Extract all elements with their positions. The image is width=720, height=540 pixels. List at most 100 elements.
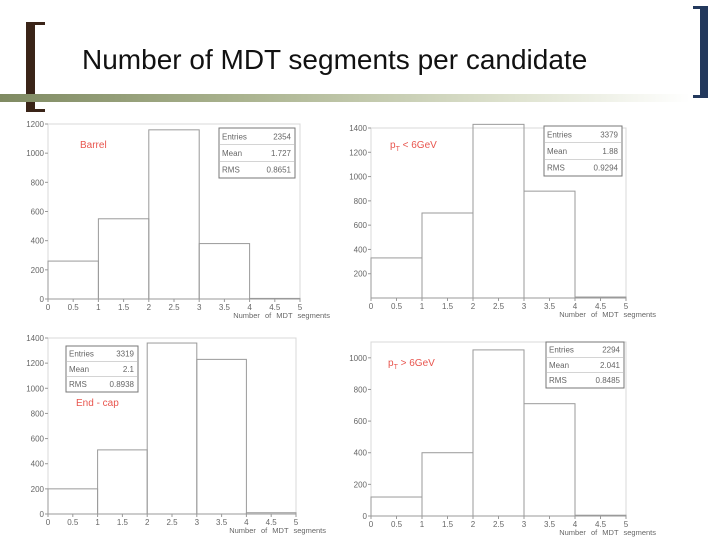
y-tick-label: 200 bbox=[31, 485, 45, 494]
y-tick-label: 1200 bbox=[349, 148, 367, 157]
x-tick-label: 1 bbox=[420, 302, 425, 311]
x-tick-label: 4 bbox=[244, 518, 249, 527]
x-tick-label: 4 bbox=[573, 302, 578, 311]
label-p: p bbox=[388, 358, 394, 369]
x-tick-label: 2.5 bbox=[493, 520, 505, 529]
stats-name: Entries bbox=[69, 349, 94, 358]
x-axis-label: Number of MDT segments bbox=[559, 528, 656, 537]
x-axis-label: Number of MDT segments bbox=[559, 310, 656, 319]
x-tick-label: 2 bbox=[471, 520, 476, 529]
x-tick-label: 0 bbox=[369, 302, 374, 311]
y-tick-label: 1000 bbox=[26, 149, 44, 158]
histogram-endcap: 0 200 400 600 800 1000 1200 1400 0 0.5 1 1.5 2 2.5 3 3.… bbox=[26, 334, 326, 535]
histogram-pt-high: 0 200 400 600 800 1000 0 0.5 1 1.5 2 2.5 3 3.5 4 4.5 5Nu… bbox=[349, 341, 656, 537]
x-tick-label: 2 bbox=[147, 303, 152, 312]
title-bracket-right bbox=[693, 6, 708, 98]
histogram-label: pT < 6GeV bbox=[390, 140, 437, 153]
title-underline-bar bbox=[0, 94, 690, 102]
stats-name: Mean bbox=[222, 149, 242, 158]
y-tick-label: 1400 bbox=[349, 124, 367, 133]
histogram-label: Barrel bbox=[80, 140, 107, 151]
histogram-bin bbox=[574, 296, 627, 299]
y-tick-label: 600 bbox=[31, 435, 45, 444]
y-tick-label: 1000 bbox=[26, 384, 44, 393]
x-tick-label: 0 bbox=[369, 520, 374, 529]
stats-name: Entries bbox=[547, 130, 572, 139]
x-tick-label: 4.5 bbox=[266, 518, 278, 527]
y-tick-label: 600 bbox=[354, 221, 368, 230]
stats-value: 2.041 bbox=[600, 361, 621, 370]
x-tick-label: 4.5 bbox=[269, 303, 281, 312]
x-tick-label: 3 bbox=[522, 520, 527, 529]
y-tick-label: 600 bbox=[31, 208, 45, 217]
x-tick-label: 3 bbox=[522, 302, 527, 311]
histogram-label: pT > 6GeV bbox=[388, 358, 435, 371]
y-tick-label: 1000 bbox=[349, 173, 367, 182]
x-tick-label: 2.5 bbox=[166, 518, 178, 527]
stats-name: Mean bbox=[69, 365, 89, 374]
x-tick-label: 0.5 bbox=[391, 520, 403, 529]
x-tick-label: 1.5 bbox=[442, 520, 454, 529]
x-tick-label: 4.5 bbox=[595, 302, 607, 311]
histogram-label: End - cap bbox=[76, 398, 119, 409]
stats-name: Mean bbox=[549, 361, 569, 370]
y-tick-label: 400 bbox=[31, 237, 45, 246]
stats-value: 1.727 bbox=[271, 149, 292, 158]
label-subscript: T bbox=[394, 364, 399, 371]
x-tick-label: 2.5 bbox=[168, 303, 180, 312]
stats-value: 0.8485 bbox=[596, 376, 621, 385]
x-tick-label: 3 bbox=[195, 518, 200, 527]
stats-value: 0.9294 bbox=[594, 164, 619, 173]
stats-name: RMS bbox=[549, 376, 567, 385]
histogram-bin bbox=[574, 514, 627, 517]
y-tick-label: 400 bbox=[354, 245, 368, 254]
x-tick-label: 4 bbox=[573, 520, 578, 529]
stats-value: 0.8651 bbox=[267, 166, 292, 175]
y-tick-label: 200 bbox=[31, 266, 45, 275]
x-tick-label: 0.5 bbox=[391, 302, 403, 311]
y-tick-label: 1200 bbox=[26, 359, 44, 368]
x-axis-label: Number of MDT segments bbox=[229, 526, 326, 535]
y-tick-label: 800 bbox=[31, 409, 45, 418]
x-tick-label: 1.5 bbox=[442, 302, 454, 311]
label-condition: > 6GeV bbox=[398, 358, 435, 369]
y-tick-label: 400 bbox=[354, 449, 368, 458]
x-tick-label: 5 bbox=[298, 303, 303, 312]
stats-box bbox=[543, 125, 623, 177]
x-tick-label: 3.5 bbox=[544, 520, 556, 529]
label-p: p bbox=[390, 140, 396, 151]
y-tick-label: 800 bbox=[354, 385, 368, 394]
stats-value: 0.8938 bbox=[110, 380, 135, 389]
x-tick-label: 1.5 bbox=[117, 518, 129, 527]
x-tick-label: 1 bbox=[95, 518, 100, 527]
x-tick-label: 1.5 bbox=[118, 303, 130, 312]
x-tick-label: 3.5 bbox=[219, 303, 231, 312]
x-tick-label: 4 bbox=[247, 303, 252, 312]
y-tick-label: 1000 bbox=[349, 354, 367, 363]
y-tick-label: 200 bbox=[354, 480, 368, 489]
histogram-pt-low: 200 400 600 800 1000 1200 1400 0 0.5 1 1.5 2 2.5 3 3.5… bbox=[349, 123, 656, 319]
stats-name: RMS bbox=[222, 166, 240, 175]
y-tick-label: 600 bbox=[354, 417, 368, 426]
stats-box bbox=[218, 127, 296, 179]
x-tick-label: 3.5 bbox=[216, 518, 228, 527]
stats-value: 2.1 bbox=[123, 365, 135, 374]
stats-name: Mean bbox=[547, 147, 567, 156]
x-tick-label: 5 bbox=[624, 302, 629, 311]
x-tick-label: 1 bbox=[96, 303, 101, 312]
slide-title: Number of MDT segments per candidate bbox=[82, 44, 588, 75]
stats-name: Entries bbox=[549, 345, 574, 354]
x-tick-label: 0 bbox=[46, 518, 51, 527]
y-tick-label: 800 bbox=[31, 178, 45, 187]
y-tick-label: 200 bbox=[354, 270, 368, 279]
x-tick-label: 2.5 bbox=[493, 302, 505, 311]
stats-name: Entries bbox=[222, 132, 247, 141]
y-tick-label: 1400 bbox=[26, 334, 44, 343]
x-tick-label: 2 bbox=[471, 302, 476, 311]
y-tick-label: 0 bbox=[40, 295, 45, 304]
x-tick-label: 3 bbox=[197, 303, 202, 312]
x-axis-label: Number of MDT segments bbox=[233, 311, 330, 320]
histogram-bin bbox=[249, 297, 301, 300]
y-tick-label: 800 bbox=[354, 197, 368, 206]
stats-value: 3319 bbox=[116, 349, 134, 358]
